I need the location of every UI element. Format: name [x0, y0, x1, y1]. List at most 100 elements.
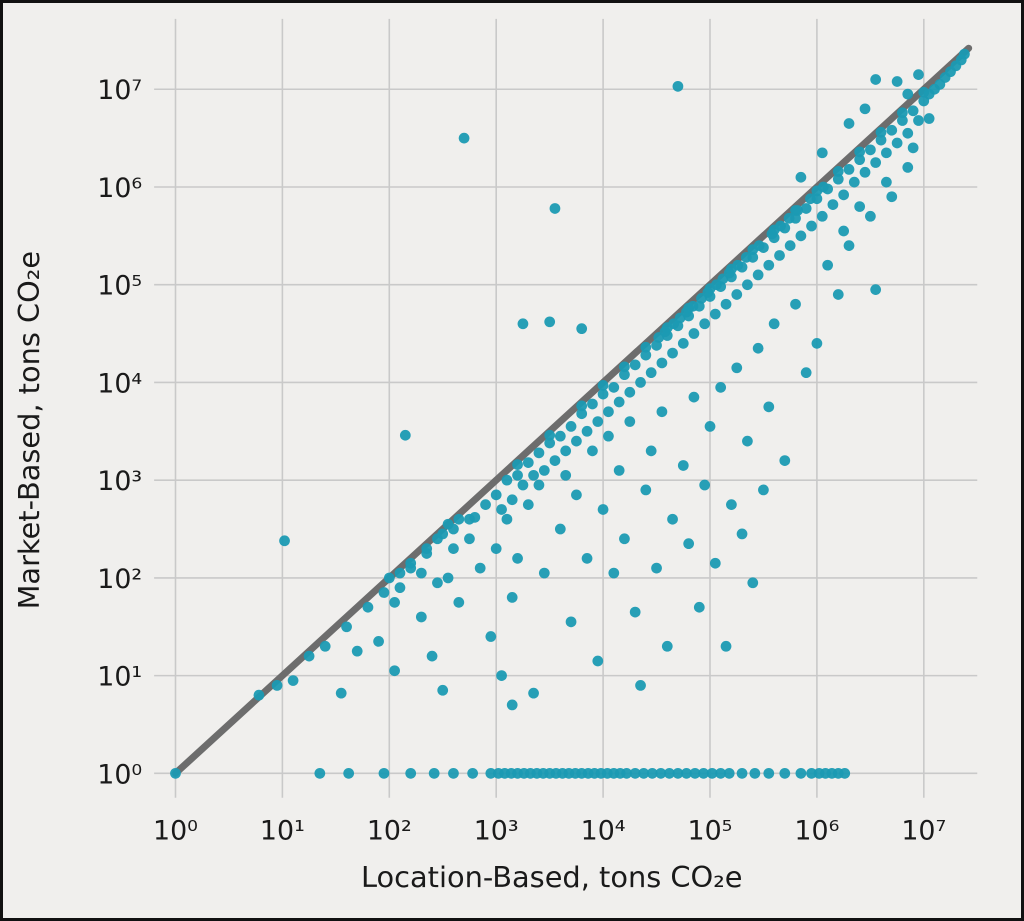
- y-tick-labels: 10⁰ 10¹ 10² 10³ 10⁴ 10⁵ 10⁶ 10⁷: [97, 75, 142, 790]
- y-tick-label: 10⁷: [97, 75, 142, 106]
- data-point: [645, 445, 657, 457]
- data-point: [378, 587, 390, 598]
- data-point: [832, 173, 844, 185]
- data-point: [923, 113, 935, 124]
- data-point: [655, 767, 667, 779]
- data-point: [399, 429, 411, 441]
- data-point: [341, 621, 352, 633]
- data-point: [792, 205, 803, 216]
- data-point: [790, 298, 801, 310]
- data-point: [287, 675, 299, 686]
- data-point: [421, 543, 433, 554]
- x-tick-label: 10³: [474, 816, 519, 847]
- data-point: [319, 640, 331, 652]
- data-point: [832, 166, 844, 177]
- data-point: [587, 398, 598, 410]
- data-point: [811, 338, 823, 349]
- data-point: [544, 316, 556, 328]
- data-point: [736, 528, 748, 540]
- data-point: [766, 228, 778, 240]
- data-point: [576, 323, 588, 335]
- y-tick-label: 10²: [97, 564, 142, 595]
- data-point: [806, 220, 817, 232]
- data-point: [619, 361, 630, 373]
- data-point: [752, 342, 764, 354]
- data-point: [635, 377, 646, 388]
- data-point: [597, 504, 609, 515]
- data-point: [528, 687, 539, 699]
- data-point: [672, 80, 684, 92]
- data-point: [501, 513, 513, 525]
- data-point: [389, 665, 400, 677]
- data-point: [464, 513, 475, 525]
- data-point: [426, 650, 438, 662]
- data-point: [854, 154, 866, 166]
- data-point: [485, 767, 497, 779]
- data-point: [303, 650, 315, 662]
- data-point: [667, 513, 678, 525]
- x-tick-labels: 10⁰ 10¹ 10² 10³ 10⁴ 10⁵ 10⁶ 10⁷: [153, 816, 946, 847]
- data-point: [645, 367, 657, 379]
- data-point: [415, 567, 427, 579]
- data-point: [859, 166, 871, 178]
- data-point: [448, 767, 459, 779]
- data-point: [635, 680, 646, 691]
- data-point: [351, 645, 363, 657]
- data-point: [394, 582, 406, 594]
- data-point: [723, 767, 735, 779]
- data-point: [522, 457, 534, 468]
- data-point: [613, 396, 625, 408]
- data-point: [170, 767, 181, 779]
- data-point: [859, 103, 871, 115]
- data-point: [683, 538, 695, 550]
- data-point: [554, 430, 566, 442]
- data-point: [638, 767, 650, 779]
- data-point: [768, 318, 780, 330]
- data-point: [389, 597, 400, 608]
- data-point: [687, 300, 699, 312]
- data-point: [795, 767, 807, 779]
- data-point: [689, 767, 701, 779]
- data-point: [870, 74, 882, 85]
- data-point: [603, 430, 614, 442]
- data-point: [314, 767, 326, 779]
- data-point: [731, 362, 743, 374]
- data-point: [848, 176, 860, 188]
- data-point: [693, 601, 705, 613]
- data-point: [795, 171, 807, 183]
- y-tick-label: 10⁵: [97, 271, 142, 302]
- data-point: [490, 543, 502, 554]
- data-point: [378, 767, 390, 779]
- data-point: [753, 240, 765, 251]
- data-point: [522, 499, 534, 510]
- data-point: [731, 289, 743, 300]
- data-point: [659, 326, 671, 338]
- data-point: [891, 76, 903, 87]
- y-tick-label: 10⁰: [97, 759, 142, 790]
- data-point: [870, 284, 882, 295]
- data-point: [565, 616, 577, 628]
- data-point: [496, 504, 507, 515]
- data-point: [763, 401, 775, 413]
- data-point: [709, 308, 721, 320]
- data-point: [709, 557, 721, 569]
- x-tick-label: 10⁰: [153, 816, 198, 847]
- data-point: [448, 543, 459, 554]
- data-point: [474, 562, 486, 574]
- data-point: [571, 435, 582, 447]
- data-point: [415, 611, 427, 623]
- data-point: [629, 359, 641, 371]
- data-point: [624, 416, 636, 427]
- data-point: [736, 767, 748, 779]
- data-point: [619, 533, 630, 545]
- data-point: [565, 421, 577, 432]
- data-point: [775, 220, 786, 232]
- data-point: [672, 767, 684, 779]
- data-point: [405, 767, 417, 779]
- data-point: [512, 469, 523, 481]
- data-point: [677, 460, 689, 471]
- data-point: [918, 86, 930, 98]
- data-point: [897, 107, 908, 119]
- data-point: [784, 240, 796, 251]
- x-tick-label: 10²: [367, 816, 412, 847]
